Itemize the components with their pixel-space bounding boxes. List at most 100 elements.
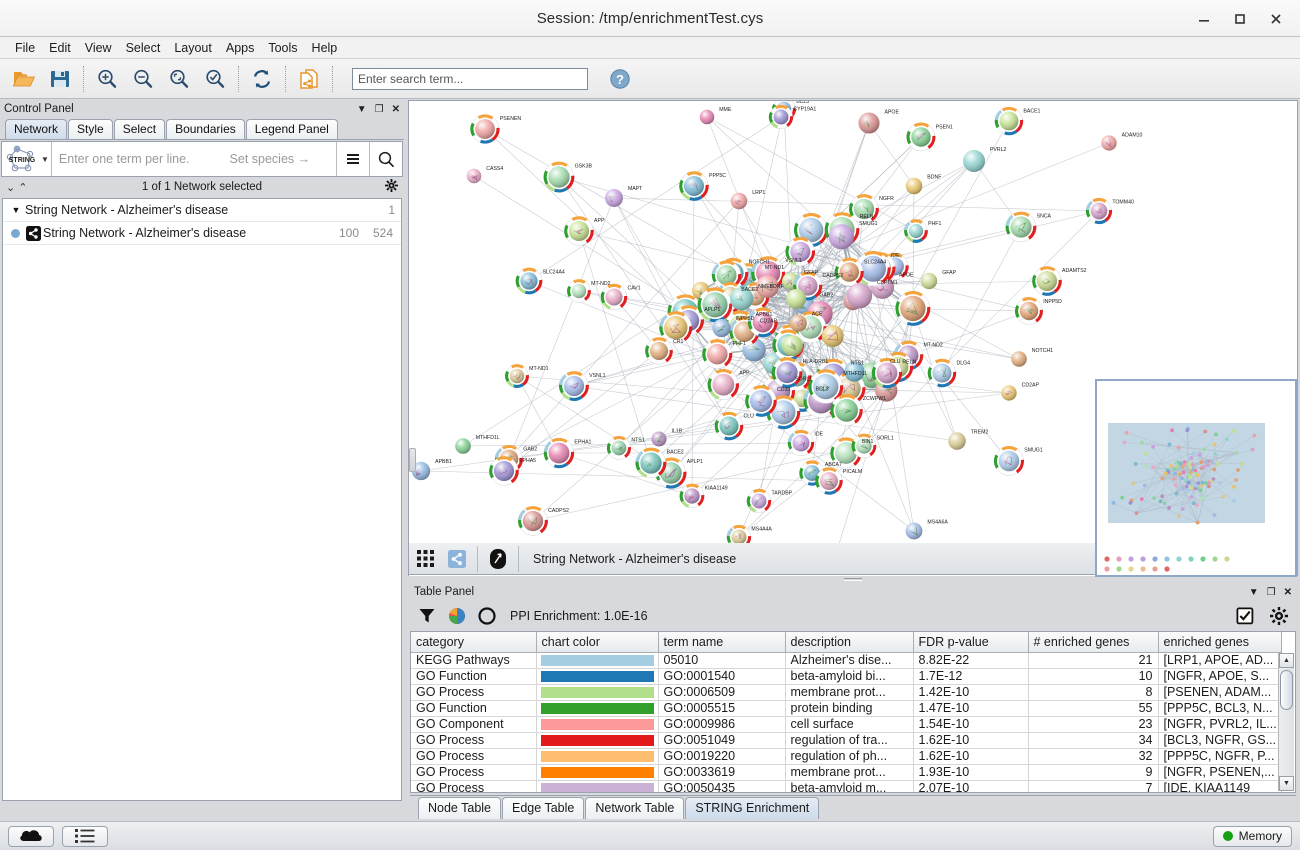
network-node[interactable] — [844, 361, 865, 382]
menu-view[interactable]: View — [84, 40, 112, 55]
donut-chart-icon[interactable] — [472, 602, 502, 630]
network-thumbnail-icon[interactable] — [441, 544, 473, 574]
tab-legend-panel[interactable]: Legend Panel — [245, 119, 338, 139]
network-node[interactable] — [1001, 385, 1017, 401]
network-node[interactable] — [920, 272, 938, 290]
grid-layout-icon[interactable] — [409, 544, 441, 574]
network-node[interactable] — [786, 289, 807, 309]
network-node[interactable] — [711, 260, 742, 290]
export-network-icon[interactable] — [291, 62, 327, 96]
network-node[interactable] — [679, 483, 705, 509]
cloud-icon[interactable] — [8, 825, 54, 847]
network-node[interactable] — [489, 456, 519, 486]
save-icon[interactable] — [42, 62, 78, 96]
network-node[interactable] — [789, 314, 807, 332]
network-node[interactable] — [895, 290, 931, 326]
network-node[interactable] — [905, 177, 923, 195]
network-node[interactable] — [505, 364, 529, 388]
zoom-in-icon[interactable] — [89, 62, 125, 96]
table-row[interactable]: KEGG Pathways 05010 Alzheimer's dise... 8.8… — [411, 652, 1282, 669]
col-fdr-pvalue[interactable]: FDR p-value — [913, 632, 1029, 653]
table-vertical-scrollbar[interactable]: ▲ ▼ — [1278, 653, 1294, 791]
close-icon[interactable] — [1258, 5, 1294, 33]
table-row[interactable]: GO Function GO:0005515 protein binding 1.47… — [411, 700, 1282, 717]
network-node[interactable] — [679, 171, 709, 201]
network-node[interactable] — [659, 311, 693, 344]
network-node[interactable] — [1005, 211, 1037, 243]
string-species-hint[interactable]: Set species → — [229, 152, 311, 166]
network-node[interactable] — [543, 437, 575, 469]
network-node[interactable] — [771, 357, 803, 388]
tab-network[interactable]: Network — [5, 119, 68, 139]
menu-edit[interactable]: Edit — [49, 40, 71, 55]
tab-string-enrichment[interactable]: STRING Enrichment — [685, 797, 820, 819]
enrichment-table[interactable]: category chart color term name descripti… — [410, 631, 1296, 793]
table-row[interactable]: GO Process GO:0033619 membrane prot... 1.93… — [411, 764, 1282, 781]
control-panel-close-icon[interactable]: ✕ — [391, 103, 400, 115]
filter-icon[interactable] — [412, 602, 442, 630]
search-input[interactable]: Enter search term... — [352, 67, 588, 90]
table-row[interactable]: GO Function GO:0001540 beta-amyloid bi... 1… — [411, 668, 1282, 685]
network-node[interactable] — [906, 122, 936, 152]
network-node[interactable] — [605, 189, 623, 207]
network-node[interactable] — [993, 445, 1024, 476]
network-node[interactable] — [515, 267, 543, 295]
network-canvas[interactable]: MT-ND2 MT-ND1 VSNL1 GAB2 NTS1 CLU BCL3 APOE BDNF… — [408, 100, 1298, 578]
menu-select[interactable]: Select — [125, 40, 161, 55]
zoom-out-icon[interactable] — [125, 62, 161, 96]
zoom-fit-icon[interactable] — [161, 62, 197, 96]
network-node[interactable] — [1085, 197, 1113, 225]
table-panel-float-icon[interactable]: ❐ — [1266, 586, 1276, 598]
memory-status-button[interactable]: Memory — [1212, 825, 1292, 847]
network-node[interactable] — [714, 411, 744, 441]
scroll-down-arrow-icon[interactable]: ▼ — [1279, 776, 1294, 791]
network-node[interactable] — [1032, 266, 1062, 296]
table-row[interactable]: GO Process GO:0051049 regulation of tra...… — [411, 732, 1282, 749]
tab-style[interactable]: Style — [68, 119, 113, 139]
network-node[interactable] — [455, 438, 471, 454]
network-node[interactable] — [712, 318, 731, 338]
string-species-caret-icon[interactable]: ▼ — [41, 154, 49, 164]
network-node[interactable] — [927, 358, 957, 388]
network-node[interactable] — [948, 432, 966, 450]
col-enriched-count[interactable]: # enriched genes — [1028, 632, 1159, 653]
network-node[interactable] — [606, 435, 632, 460]
network-node[interactable] — [808, 369, 844, 404]
network-node[interactable] — [745, 385, 777, 417]
network-node[interactable] — [994, 106, 1024, 136]
expand-all-icon[interactable]: ⌃ — [18, 181, 28, 194]
table-panel-dropdown-icon[interactable]: ▼ — [1248, 586, 1259, 598]
list-icon[interactable] — [62, 825, 108, 847]
col-description[interactable]: description — [785, 632, 914, 653]
tab-network-table[interactable]: Network Table — [585, 797, 685, 819]
network-node[interactable] — [411, 461, 431, 481]
table-row[interactable]: GO Component GO:0009986 cell surface 1.54E-… — [411, 716, 1282, 733]
network-node[interactable] — [756, 275, 779, 299]
network-node[interactable] — [855, 251, 891, 287]
tab-boundaries[interactable]: Boundaries — [166, 119, 245, 139]
network-node[interactable] — [787, 429, 815, 456]
network-node[interactable] — [707, 368, 739, 400]
col-category[interactable]: category — [411, 632, 537, 653]
network-node[interactable] — [699, 109, 715, 125]
network-node[interactable] — [858, 112, 880, 134]
maximize-icon[interactable] — [1222, 5, 1258, 33]
string-options-menu-icon[interactable] — [336, 142, 369, 176]
network-node[interactable] — [828, 224, 855, 250]
help-icon[interactable]: ? — [602, 62, 638, 96]
scroll-up-arrow-icon[interactable]: ▲ — [1279, 653, 1294, 668]
refresh-icon[interactable] — [244, 62, 280, 96]
network-node[interactable] — [645, 337, 673, 365]
table-row[interactable]: GO Process GO:0050435 beta-amyloid m... 2.0… — [411, 780, 1282, 792]
string-term-input[interactable]: Enter one term per line. Set species → — [50, 142, 336, 176]
network-node[interactable] — [893, 340, 924, 371]
network-node[interactable] — [559, 371, 589, 401]
col-enriched-genes[interactable]: enriched genes — [1158, 632, 1282, 653]
tab-node-table[interactable]: Node Table — [418, 797, 502, 819]
network-node[interactable] — [1101, 135, 1117, 151]
control-panel-dropdown-icon[interactable]: ▼ — [356, 103, 367, 115]
network-node[interactable] — [904, 219, 928, 243]
network-node[interactable] — [963, 150, 985, 172]
table-row[interactable]: GO Process GO:0019220 regulation of ph... 1… — [411, 748, 1282, 765]
